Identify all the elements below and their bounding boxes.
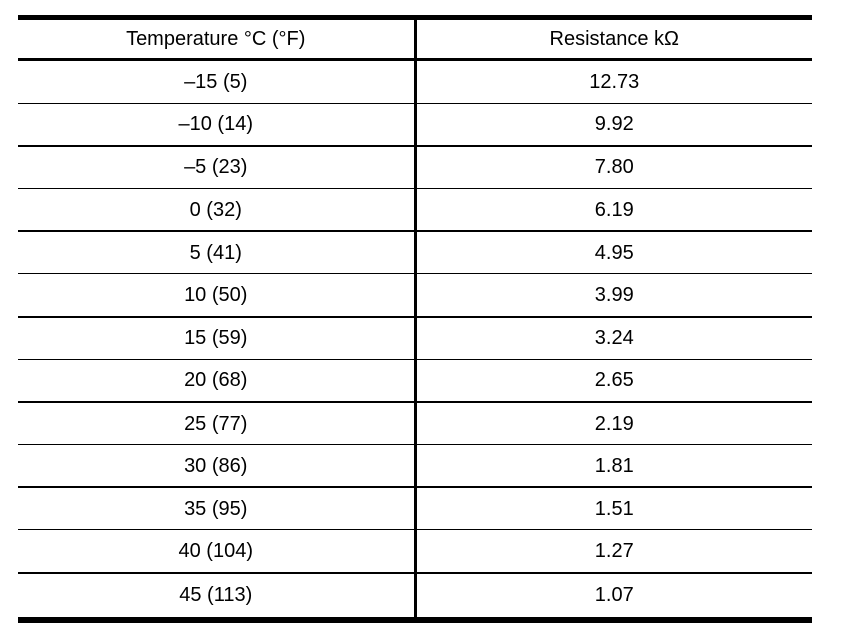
resistance-cell: 12.73 [415,59,812,104]
resistance-cell: 9.92 [415,103,812,147]
resistance-cell: 1.51 [415,487,812,531]
column-header-temperature: Temperature °C (°F) [18,17,417,61]
temperature-cell: 40 (104) [18,529,417,574]
resistance-cell: 7.80 [415,145,812,189]
table-body: –15 (5) 12.73 –10 (14) 9.92 –5 (23) 7.80 0 (32… [18,59,812,620]
temperature-cell: 0 (32) [18,188,417,233]
table-row: 40 (104) 1.27 [18,529,812,574]
temperature-cell: 20 (68) [18,359,417,403]
resistance-cell: 2.65 [415,359,812,403]
resistance-cell: 3.24 [415,316,812,360]
table-row: 15 (59) 3.24 [18,316,812,360]
temperature-cell: –5 (23) [18,145,417,189]
temperature-cell: –15 (5) [18,59,417,104]
resistance-cell: 2.19 [415,401,812,446]
table-row: 0 (32) 6.19 [18,188,812,233]
table-row: 10 (50) 3.99 [18,273,812,318]
table-row: –10 (14) 9.92 [18,103,812,147]
table-row: 25 (77) 2.19 [18,401,812,446]
temperature-cell: 45 (113) [18,572,417,620]
table-row: 45 (113) 1.07 [18,572,812,620]
resistance-cell: 6.19 [415,188,812,233]
resistance-cell: 3.99 [415,273,812,318]
table-row: –5 (23) 7.80 [18,145,812,189]
table-row: 5 (41) 4.95 [18,231,812,275]
temperature-cell: 5 (41) [18,231,417,275]
resistance-cell: 1.27 [415,529,812,574]
table-header: Temperature °C (°F) Resistance kΩ [18,17,812,61]
temperature-cell: 15 (59) [18,316,417,360]
temperature-cell: 30 (86) [18,444,417,489]
resistance-cell: 1.07 [594,584,634,607]
table-row: –15 (5) 12.73 [18,59,812,104]
temperature-cell: –10 (14) [18,103,417,147]
temperature-cell: 10 (50) [18,273,417,318]
temperature-resistance-table: Temperature °C (°F) Resistance kΩ –15 (5… [18,15,812,623]
column-header-resistance: Resistance kΩ [415,17,812,61]
resistance-cell: 4.95 [415,231,812,275]
header-row: Temperature °C (°F) Resistance kΩ [18,17,812,61]
table-row: 35 (95) 1.51 [18,487,812,531]
resistance-cell: 1.81 [415,444,812,489]
temperature-cell: 25 (77) [18,401,417,446]
table-row: 30 (86) 1.81 [18,444,812,489]
temperature-cell: 35 (95) [18,487,417,531]
table-row: 20 (68) 2.65 [18,359,812,403]
